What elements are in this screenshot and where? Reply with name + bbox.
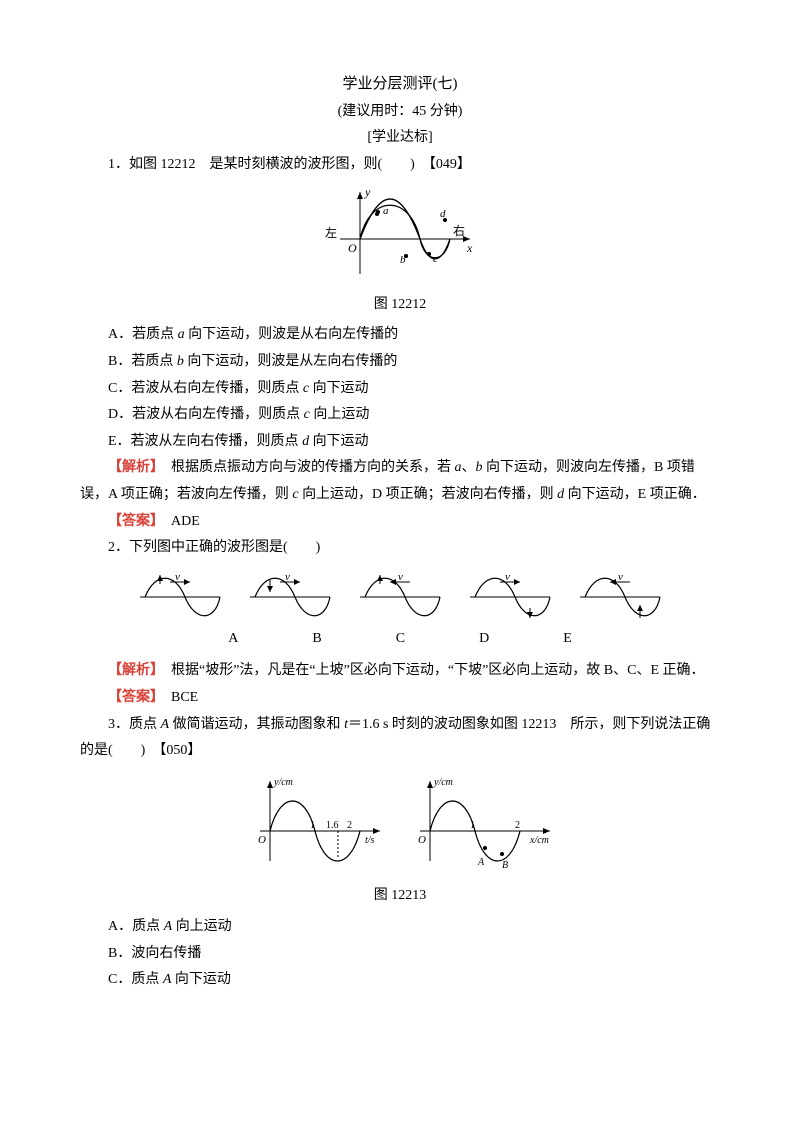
figure-12212: a b c d 左 右 O x y	[80, 184, 720, 290]
q1-stem-text: 1．如图 12­2­12 是某时刻横波的波形图，则( )	[108, 157, 429, 172]
answer-label: 【答案】	[108, 514, 157, 529]
svg-text:B: B	[502, 860, 508, 871]
q1-opt-e: E．若波从左向右传播，则质点 d 向下运动	[80, 429, 720, 456]
svg-text:O: O	[418, 834, 426, 846]
q2-fig-e: v	[575, 572, 665, 622]
svg-text:1: 1	[470, 820, 475, 831]
svg-text:v: v	[505, 572, 510, 583]
q1-stem: 1．如图 12­2­12 是某时刻横波的波形图，则( ) 【049】	[80, 152, 720, 179]
q3-opt-b: B．波向右传播	[80, 941, 720, 968]
svg-text:1.6: 1.6	[326, 820, 339, 831]
svg-text:A: A	[477, 857, 485, 868]
y-axis-label: y	[364, 185, 371, 199]
q1-opt-c: C．若波从右向左传播，则质点 c 向下运动	[80, 376, 720, 403]
q3-opt-a: A．质点 A 向上运动	[80, 914, 720, 941]
pt-c-label: c	[433, 253, 438, 265]
figure-12212-caption: 图 12­2­12	[80, 292, 720, 319]
origin-label: O	[348, 241, 357, 255]
q2-stem: 2．下列图中正确的波形图是( )	[80, 535, 720, 562]
q1-analysis: 【解析】 根据质点振动方向与波的传播方向的关系，若 a、b 向下运动，则波向左传…	[80, 455, 720, 508]
q2-analysis: 【解析】 根据“坡形”法，凡是在“上坡”区必向下运动，“下坡”区必向上运动，故 …	[80, 658, 720, 685]
section-label: [学业达标]	[80, 125, 720, 152]
q2-figures: v v v v v	[80, 572, 720, 622]
pt-d-label: d	[440, 208, 446, 220]
q1-opt-b: B．若质点 b 向下运动，则波是从左向右传播的	[80, 349, 720, 376]
q3-opt-c: C．质点 A 向下运动	[80, 967, 720, 994]
q2-fig-d: v	[465, 572, 555, 622]
svg-text:y/cm: y/cm	[433, 777, 453, 788]
svg-text:v: v	[398, 572, 403, 583]
svg-text:v: v	[618, 572, 623, 583]
q3-stem: 3．质点 A 做简谐运动，其振动图象和 t＝1.6 s 时刻的波动图象如图 12…	[80, 712, 720, 765]
svg-text:v: v	[285, 572, 290, 583]
page-subtitle: (建议用时：45 分钟)	[80, 99, 720, 126]
q2-fig-a: v	[135, 572, 225, 622]
figure-12213: O 1 1.6 2 t/s y/cm O 1 2 A B x/cm y/cm	[80, 771, 720, 882]
q2-fig-labels: A B C D E	[80, 626, 720, 653]
svg-text:t/s: t/s	[365, 835, 375, 846]
svg-text:v: v	[175, 572, 180, 583]
right-label: 右	[453, 223, 465, 238]
pt-a-label: a	[383, 205, 389, 217]
answer-label: 【答案】	[108, 690, 157, 705]
q1-opt-a: A．若质点 a 向下运动，则波是从右向左传播的	[80, 322, 720, 349]
svg-text:y/cm: y/cm	[273, 777, 293, 788]
svg-text:2: 2	[515, 820, 520, 831]
q1-answer: 【答案】 ADE	[80, 509, 720, 536]
q2-fig-c: v	[355, 572, 445, 622]
analysis-label: 【解析】	[108, 663, 157, 678]
svg-text:1: 1	[310, 820, 315, 831]
svg-text:x/cm: x/cm	[529, 835, 549, 846]
q2-answer: 【答案】 BCE	[80, 685, 720, 712]
svg-text:2: 2	[347, 820, 352, 831]
pt-b-label: b	[400, 254, 406, 266]
svg-text:O: O	[258, 834, 266, 846]
page-title: 学业分层测评(七)	[80, 70, 720, 99]
analysis-label: 【解析】	[108, 460, 157, 475]
x-axis-label: x	[466, 241, 473, 255]
q1-tag: 【049】	[429, 157, 471, 172]
q1-opt-d: D．若波从右向左传播，则质点 c 向上运动	[80, 402, 720, 429]
q2-fig-b: v	[245, 572, 335, 622]
figure-12213-caption: 图 12­2­13	[80, 883, 720, 910]
left-label: 左	[325, 225, 337, 240]
